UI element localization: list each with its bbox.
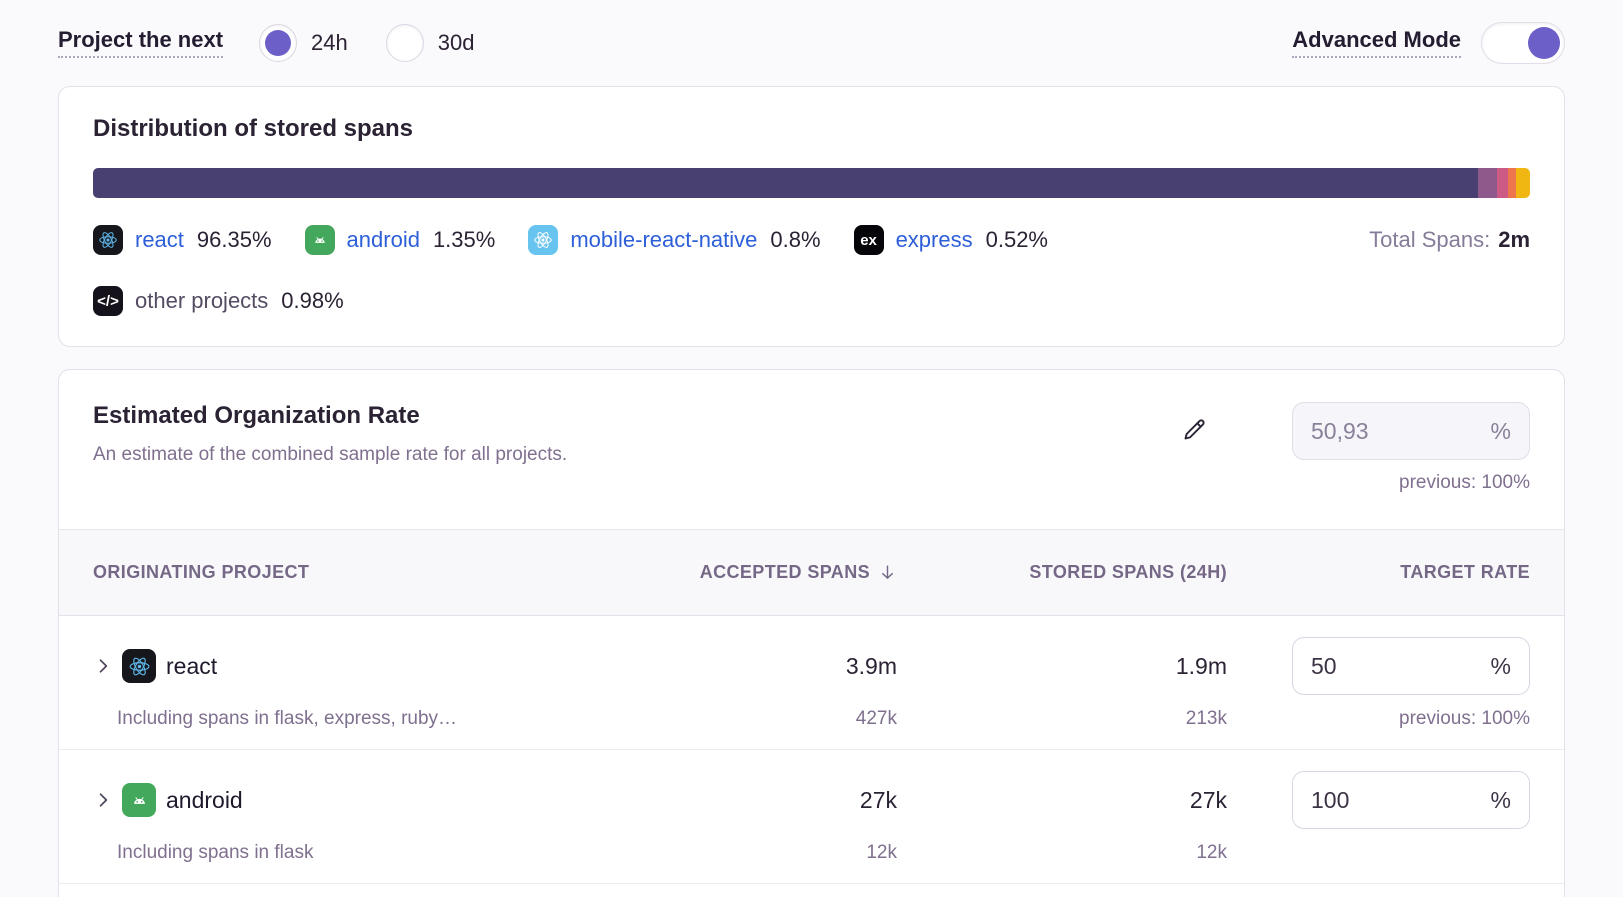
total-spans-label: Total Spans: xyxy=(1369,227,1491,252)
col-stored-spans[interactable]: STORED SPANS (24H) xyxy=(1029,562,1227,582)
code-icon: </> xyxy=(93,286,123,316)
bar-segment-other xyxy=(1515,168,1530,198)
col-originating-project: ORIGINATING PROJECT xyxy=(93,562,310,582)
row-sub-label: Including spans in flask xyxy=(117,842,314,863)
bar-segment-react xyxy=(93,168,1478,198)
sub-stored-value: 12k xyxy=(1196,842,1227,863)
distribution-card: Distribution of stored spans react 96.35… xyxy=(58,86,1565,347)
android-icon xyxy=(122,783,156,817)
radio-option-24h[interactable]: 24h xyxy=(259,24,348,62)
table-row-android: android 27k 27k % Including spans in fla… xyxy=(59,750,1564,884)
legend-other-projects-percent: 0.98% xyxy=(281,288,344,313)
legend-item-android: android 1.35% xyxy=(304,225,496,255)
legend-item-mobile-react-native: mobile-react-native 0.8% xyxy=(528,225,821,255)
total-spans: Total Spans: 2m xyxy=(1369,227,1530,253)
react-icon xyxy=(93,225,123,255)
col-target-rate: TARGET RATE xyxy=(1400,562,1530,582)
radio-option-30d[interactable]: 30d xyxy=(385,24,475,62)
top-controls-bar: Project the next 24h 30d Advanced Mode xyxy=(0,0,1623,86)
col-accepted-spans[interactable]: ACCEPTED SPANS xyxy=(700,562,897,583)
target-rate-input[interactable] xyxy=(1311,652,1451,680)
distribution-legend: react 96.35% android 1.35% xyxy=(93,225,1530,316)
target-rate-unit: % xyxy=(1490,652,1511,679)
accepted-spans-value: 3.9m xyxy=(845,652,897,679)
android-icon xyxy=(304,225,335,255)
org-rate-description: An estimate of the combined sample rate … xyxy=(93,444,568,465)
legend-express-link[interactable]: express xyxy=(895,227,973,252)
project-name: react xyxy=(166,652,218,679)
advanced-mode-toggle[interactable] xyxy=(1481,22,1565,64)
radio-24h-circle[interactable] xyxy=(259,24,298,62)
organization-rate-card: Estimated Organization Rate An estimate … xyxy=(58,369,1565,897)
org-rate-input-box[interactable]: % xyxy=(1292,402,1530,460)
sort-descending-icon xyxy=(882,565,893,579)
org-rate-input[interactable] xyxy=(1311,417,1451,445)
toggle-knob xyxy=(1528,27,1560,59)
sub-stored-value: 213k xyxy=(1185,708,1227,729)
radio-30d-label: 30d xyxy=(437,30,475,55)
bar-segment-mobile-react-native xyxy=(1496,168,1509,198)
bar-segment-android xyxy=(1477,168,1497,198)
legend-android-link[interactable]: android xyxy=(346,227,420,252)
project-the-next-label: Project the next xyxy=(58,28,224,58)
table-row-react: react 3.9m 1.9m % Including spans in fla… xyxy=(59,616,1564,750)
total-spans-value: 2m xyxy=(1498,227,1530,252)
target-rate-input-box[interactable]: % xyxy=(1292,771,1530,829)
edit-pencil-icon[interactable] xyxy=(1181,416,1208,443)
stored-spans-value: 27k xyxy=(1189,786,1227,813)
legend-item-other-projects: </> other projects 0.98% xyxy=(93,286,344,316)
express-icon: ex xyxy=(853,225,884,255)
react-native-icon xyxy=(528,225,559,255)
projection-window-radio-group: 24h 30d xyxy=(259,24,474,62)
sub-accepted-value: 12k xyxy=(866,842,897,863)
legend-mobile-react-native-percent: 0.8% xyxy=(770,227,821,252)
legend-other-projects-label: other projects xyxy=(135,288,269,313)
legend-android-percent: 1.35% xyxy=(432,227,496,252)
target-rate-input-box[interactable]: % xyxy=(1292,637,1530,695)
target-rate-unit: % xyxy=(1490,786,1511,813)
expand-chevron-icon[interactable] xyxy=(93,790,113,810)
react-icon xyxy=(122,649,156,683)
org-rate-previous: previous: 100% xyxy=(1399,472,1530,493)
sub-accepted-value: 427k xyxy=(855,708,897,729)
radio-24h-label: 24h xyxy=(311,30,348,55)
row-previous-rate: previous: 100% xyxy=(1399,708,1530,729)
project-name: android xyxy=(166,786,243,813)
bar-segment-express xyxy=(1508,168,1516,198)
legend-express-percent: 0.52% xyxy=(985,227,1048,252)
legend-mobile-react-native-link[interactable]: mobile-react-native xyxy=(570,227,758,252)
legend-item-express: ex express 0.52% xyxy=(853,225,1048,255)
stored-spans-distribution-bar xyxy=(93,168,1530,198)
org-rate-title: Estimated Organization Rate xyxy=(93,402,420,429)
accepted-spans-value: 27k xyxy=(859,786,897,813)
target-rate-input[interactable] xyxy=(1311,786,1451,814)
table-header-row: ORIGINATING PROJECT ACCEPTED SPANS STORE… xyxy=(59,529,1564,616)
expand-chevron-icon[interactable] xyxy=(93,656,113,676)
org-rate-unit: % xyxy=(1490,417,1511,444)
stored-spans-value: 1.9m xyxy=(1175,652,1227,679)
legend-react-link[interactable]: react xyxy=(135,227,184,252)
radio-30d-circle[interactable] xyxy=(385,24,424,62)
legend-react-percent: 96.35% xyxy=(196,227,272,252)
legend-item-react: react 96.35% xyxy=(93,225,272,255)
distribution-title: Distribution of stored spans xyxy=(93,115,414,142)
row-sub-label: Including spans in flask, express, ruby… xyxy=(117,708,458,729)
advanced-mode-label: Advanced Mode xyxy=(1292,28,1461,58)
